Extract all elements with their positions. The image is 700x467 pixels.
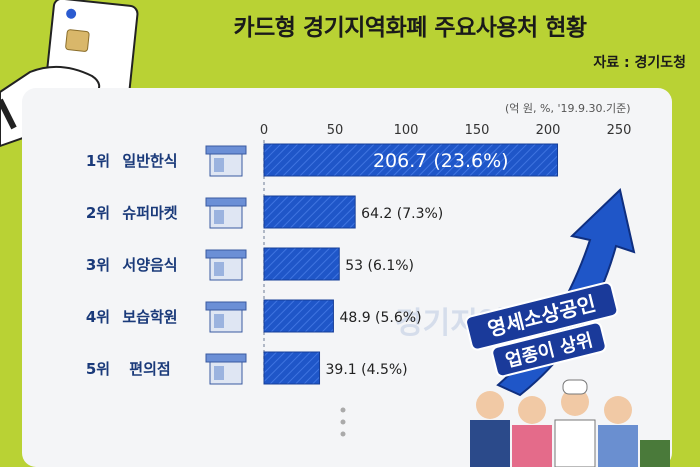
- x-tick-label: 150: [465, 123, 490, 138]
- rank-label: 3위: [86, 256, 110, 274]
- bar: [263, 143, 559, 177]
- unit-note: (억 원, %, '19.9.30.기준): [505, 102, 631, 115]
- shop-icon: [205, 197, 247, 229]
- more-dot: [340, 407, 346, 413]
- more-dot: [340, 419, 346, 425]
- shop-window: [214, 314, 224, 328]
- shop-window: [214, 262, 224, 276]
- rank-label: 4위: [86, 308, 110, 326]
- bar-value-label: 206.7 (23.6%): [373, 150, 509, 172]
- bar: [263, 247, 340, 281]
- bar: [263, 299, 334, 333]
- more-dot: [340, 431, 346, 437]
- bar-value-label: 53 (6.1%): [345, 258, 414, 274]
- x-tick-label: 250: [607, 123, 632, 138]
- shop-awning: [205, 145, 247, 155]
- shop-window: [214, 210, 224, 224]
- shop-owners-illustration: [470, 379, 670, 467]
- category-label: 일반한식: [122, 152, 177, 170]
- rank-label: 1위: [86, 152, 110, 170]
- x-tick-label: 0: [260, 123, 268, 138]
- shop-awning: [205, 301, 247, 311]
- rank-label: 5위: [86, 360, 110, 378]
- source-note: 자료 : 경기도청: [593, 55, 686, 71]
- shop-icon: [205, 353, 247, 385]
- x-tick-label: 100: [394, 123, 419, 138]
- bar-value-label: 64.2 (7.3%): [361, 206, 443, 222]
- x-tick-label: 200: [536, 123, 561, 138]
- category-label: 보습학원: [122, 308, 177, 326]
- shop-window: [214, 366, 224, 380]
- bar: [263, 195, 356, 229]
- category-label: 편의점: [129, 360, 170, 378]
- x-tick-label: 50: [327, 123, 344, 138]
- rank-label: 2위: [86, 204, 110, 222]
- bar-value-label: 48.9 (5.6%): [339, 310, 421, 326]
- shop-awning: [205, 197, 247, 207]
- bar: [263, 351, 321, 385]
- category-label: 슈퍼마켓: [122, 204, 177, 222]
- highlight-badge: 영세소상공인 업종이 상위: [465, 281, 619, 378]
- bar-value-label: 39.1 (4.5%): [326, 362, 408, 378]
- shop-icon: [205, 145, 247, 177]
- shop-icon: [205, 301, 247, 333]
- shop-awning: [205, 353, 247, 363]
- shop-icon: [205, 249, 247, 281]
- category-label: 서양음식: [122, 256, 177, 274]
- shop-awning: [205, 249, 247, 259]
- shop-window: [214, 158, 224, 172]
- chart-title: 카드형 경기지역화폐 주요사용처 현황: [233, 15, 587, 41]
